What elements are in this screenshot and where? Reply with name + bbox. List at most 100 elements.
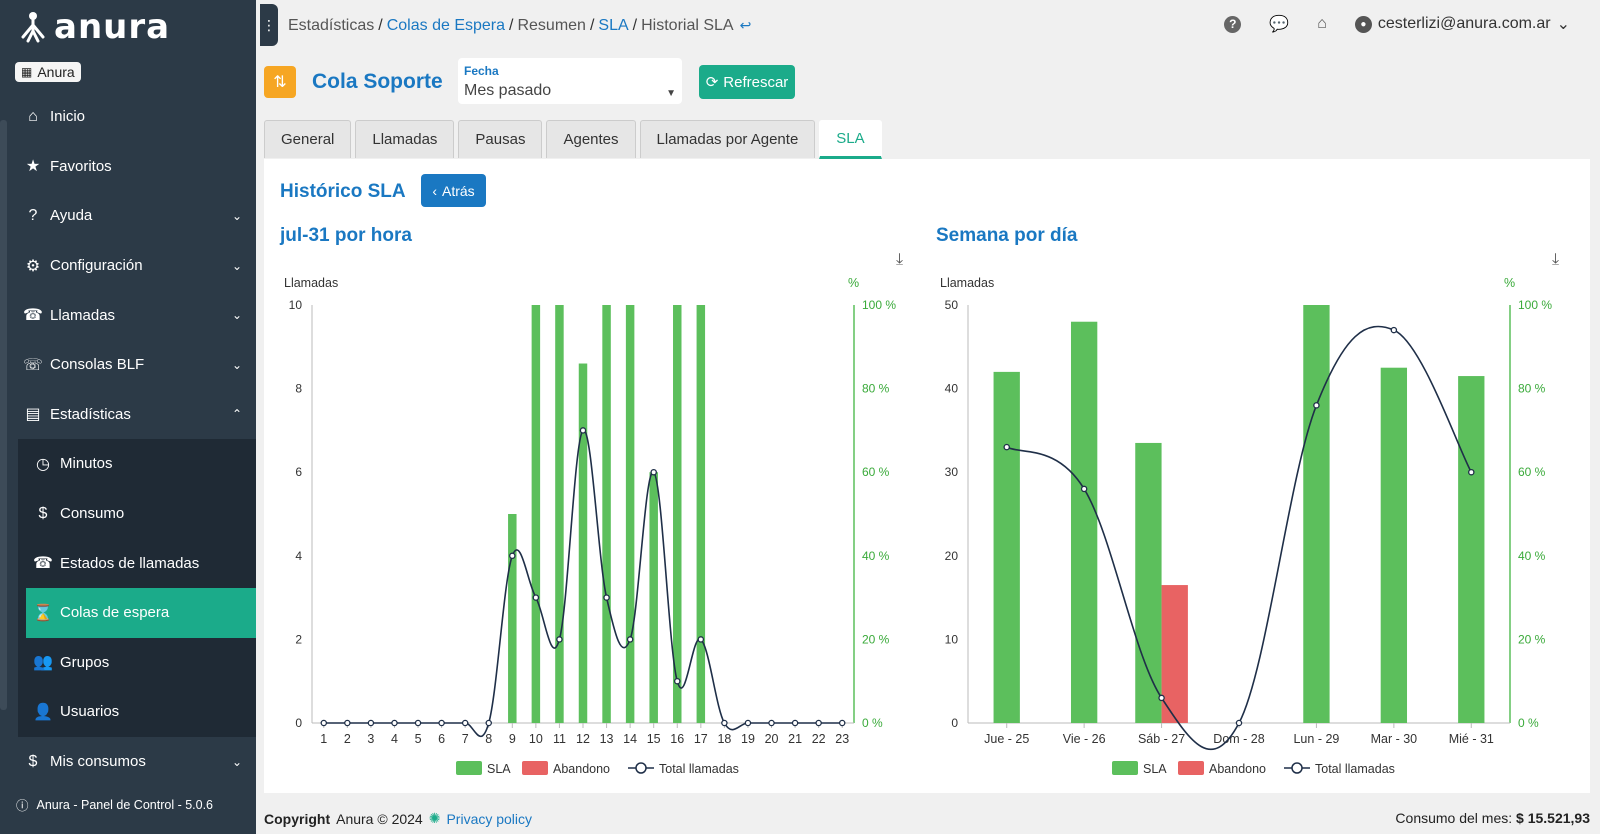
y2-tick-label: 80 % [862,382,890,396]
download-icon[interactable]: ⤓ [896,251,904,268]
legend-point-total [635,762,647,774]
y-tick-label: 20 [945,549,959,563]
bar-sla [1135,442,1162,723]
date-select[interactable]: Fecha Mes pasado ▼ [458,58,682,104]
download-icon[interactable]: ⤓ [1552,251,1560,268]
bar-sla [1070,321,1098,723]
bar-sla [625,305,635,723]
tab-llamadas-por-agente[interactable]: Llamadas por Agente [639,120,816,158]
y-axis-title: Llamadas [284,276,338,290]
bar-sla [602,305,611,723]
sidebar-item-estadisticas[interactable]: ▤ Estadísticas ⌃ [0,390,256,440]
consumo-label: Consumo del mes: [1395,810,1513,826]
sidebar-item-label: Grupos [60,653,110,671]
y2-tick-label: 40 % [1518,549,1546,563]
return-icon[interactable]: ↩ [739,17,752,33]
queue-title: Cola Soporte [312,70,443,93]
breadcrumb: Estadísticas / Colas de Espera / Resumen / SLA… [288,17,752,34]
tab-agentes[interactable]: Agentes [546,120,636,158]
y-tick-label: 6 [295,465,302,479]
chevron-left-icon: ‹ [432,182,437,199]
y-tick-label: 4 [295,549,302,563]
sidebar-item-favoritos[interactable]: ★ Favoritos [0,142,256,192]
sidebar-toggle-button[interactable]: ⋮ [260,4,278,46]
chevron-down-icon: ⌄ [231,754,242,769]
x-tick-label: 21 [788,732,802,746]
logo[interactable]: anura [18,10,170,44]
back-label: Atrás [441,182,475,199]
tab-sla[interactable]: SLA [819,120,882,159]
sidebar-item-consolas-blf[interactable]: ☏ Consolas BLF ⌄ [0,340,256,390]
breadcrumb-link[interactable]: SLA [598,17,629,34]
chart-icon: ▤ [25,406,41,424]
x-tick-label: 7 [462,732,469,746]
x-tick-label: 13 [600,732,614,746]
x-tick-label: Lun - 29 [1293,732,1339,746]
sidebar-item-usuarios[interactable]: 👤 Usuarios [18,687,256,737]
console-icon: ☏ [22,356,43,374]
user-menu[interactable]: ● cesterlizi@anura.com.ar ⌄ [1354,14,1570,34]
x-tick-label: 9 [509,732,516,746]
point-total-llamadas [1158,694,1165,702]
point-total-llamadas [1003,443,1010,451]
x-tick-label: Mié - 31 [1449,732,1494,746]
logo-text: anura [54,7,171,47]
x-tick-label: 12 [576,732,590,746]
x-tick-label: 3 [367,732,374,746]
chevron-down-icon: ⌄ [231,208,242,223]
sidebar-scrollbar[interactable] [0,120,7,710]
copyright-text: Anura © 2024 [336,810,423,827]
sidebar-item-ayuda[interactable]: ? Ayuda ⌄ [0,191,256,241]
x-tick-label: 8 [485,732,492,746]
point-total-llamadas [1080,485,1088,493]
home-icon: ⌂ [28,107,38,125]
line-total-llamadas [323,429,843,738]
sidebar-item-configuracion[interactable]: ⚙ Configuración ⌄ [0,241,256,291]
tab-pausas[interactable]: Pausas [458,120,543,158]
legend-swatch-abandono [522,761,548,775]
legend-label-abandono: Abandono [553,762,610,776]
point-total-llamadas [768,719,775,727]
sidebar-item-grupos[interactable]: 👥 Grupos [18,638,256,688]
sidebar-item-mis-consumos[interactable]: $ Mis consumos ⌄ [0,737,256,787]
tab-llamadas[interactable]: Llamadas [355,120,455,158]
x-tick-label: 10 [529,732,543,746]
x-tick-label: Mar - 30 [1371,732,1418,746]
clock-icon: ◷ [36,455,50,473]
home-icon[interactable]: ⌂ [1317,15,1327,32]
x-tick-label: 2 [344,732,351,746]
chart-legend: SLA Abandono Total llamadas [1112,761,1395,776]
breadcrumb-link[interactable]: Colas de Espera [386,17,506,34]
tab-general[interactable]: General [264,120,352,158]
y2-tick-label: 60 % [1518,465,1546,479]
privacy-link[interactable]: Privacy policy [446,810,533,827]
building-icon: ▦ [21,65,33,79]
sidebar: anura ▦ Anura ⌂ Inicio ★ Favoritos ? Ayu… [0,0,256,834]
gear-icon: ⚙ [25,257,41,275]
sidebar-item-label: Configuración [50,257,143,275]
legend-label-abandono: Abandono [1209,762,1266,776]
bar-sla [1458,376,1485,723]
sidebar-item-colas-de-espera[interactable]: ⌛ Colas de espera [26,587,256,638]
point-total-llamadas [815,719,822,727]
point-total-llamadas [1235,719,1243,727]
sidebar-item-label: Minutos [60,455,113,473]
bar-sla [696,305,706,723]
chat-icon[interactable]: 💬 [1269,16,1290,33]
sidebar-item-minutos[interactable]: ◷ Minutos [18,439,256,489]
legend-label-sla: SLA [487,762,511,776]
sidebar-item-consumo[interactable]: $ Consumo [18,489,256,539]
sidebar-item-inicio[interactable]: ⌂ Inicio [0,92,256,142]
refresh-button[interactable]: ⟳ Refrescar [699,65,795,99]
bar-sla [649,472,658,723]
y-tick-label: 0 [295,716,302,730]
date-label: Fecha [464,64,499,78]
sidebar-item-estados-de-llamadas[interactable]: ☎ Estados de llamadas [18,538,256,588]
breadcrumb-item: Estadísticas [288,17,375,34]
queue-icon: ⇅ [264,66,296,98]
help-icon[interactable]: ? [1224,15,1242,33]
sidebar-item-llamadas[interactable]: ☎ Llamadas ⌄ [0,290,256,340]
sidebar-item-label: Favoritos [50,157,112,175]
tenant-badge[interactable]: ▦ Anura [15,62,81,82]
back-button[interactable]: ‹ Atrás [421,174,486,207]
